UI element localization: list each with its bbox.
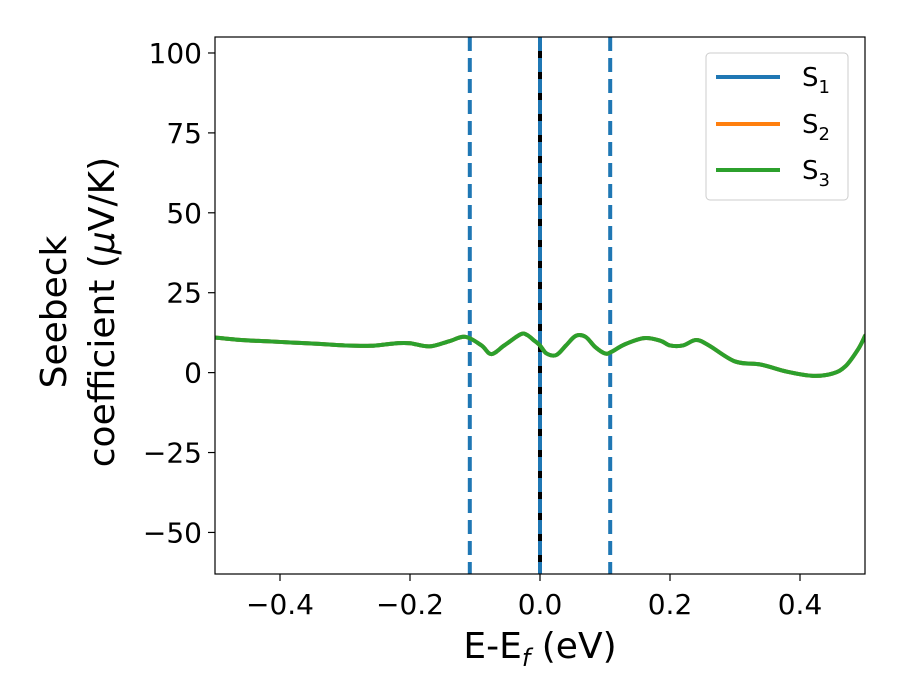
x-tick-label: −0.4 [246,588,314,621]
x-axis-title-main: E-E [463,626,521,667]
legend-label-s2: S2 [802,110,830,145]
x-tick-label: 0.2 [648,588,693,621]
x-tick-label: −0.2 [376,588,444,621]
x-axis-title-unit: (eV) [530,626,616,667]
legend-label-s1: S1 [802,63,830,98]
x-tick-label: 0.4 [778,588,823,621]
y-axis-title-line2: coefficient (μV/K) [82,157,123,467]
vline-layer [467,37,613,574]
y-axis-title-suffix: V/K) [82,157,123,231]
x-tick-label: 0.0 [518,588,563,621]
y-axis-title-mu: μ [82,231,123,255]
y-tick-label: −25 [143,437,202,470]
y-tick-label: 50 [166,197,202,230]
y-tick-label: 25 [166,277,202,310]
y-tick-label: 0 [184,357,202,390]
x-axis-ticks: −0.4 −0.2 0.0 0.2 0.4 [246,574,822,621]
series-line-s3 [215,331,865,378]
y-tick-label: 75 [166,117,202,150]
y-axis-ticks: −50 −25 0 25 50 75 100 [143,37,215,549]
legend: S1 S2 S3 [705,52,849,201]
legend-label-s3: S3 [802,156,830,191]
series-layer [215,331,865,378]
y-axis-title-line1: Seebeck [34,235,75,388]
y-tick-label: 100 [149,37,202,70]
y-axis-title-prefix: coefficient ( [82,254,123,467]
x-axis-title: E-Ef (eV) [463,626,616,672]
y-tick-label: −50 [143,516,202,549]
legend-box [705,52,849,201]
